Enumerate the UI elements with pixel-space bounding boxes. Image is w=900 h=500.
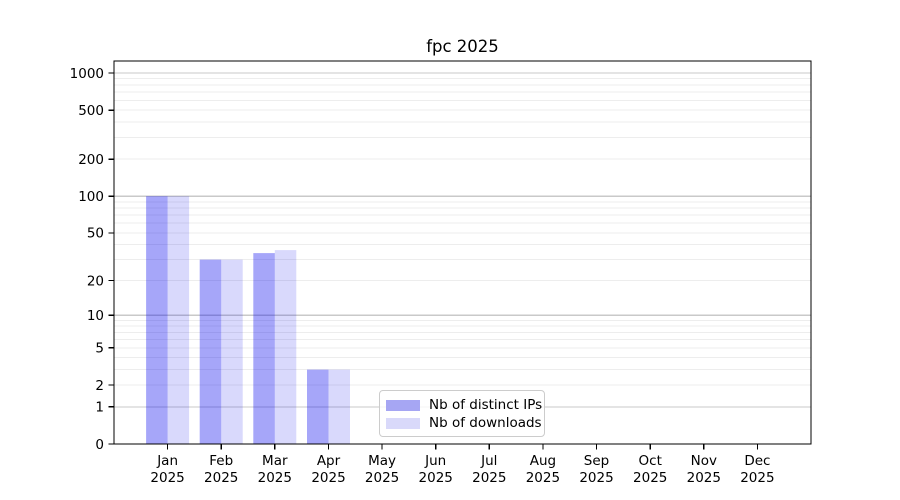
y-tick-label-1: 1 — [95, 400, 104, 416]
x-tick-label-jul: Jul — [480, 453, 497, 469]
y-tick-label-5: 5 — [95, 341, 104, 357]
x-tick-label-aug: Aug — [530, 453, 556, 469]
x-tick-label-jul-year: 2025 — [472, 470, 506, 486]
x-tick-label-sep: Sep — [584, 453, 609, 469]
bar-mar-series1 — [274, 250, 297, 444]
x-tick-label-aug-year: 2025 — [526, 470, 560, 486]
x-tick-label-jan: Jan — [156, 453, 178, 469]
x-tick-label-mar-year: 2025 — [258, 470, 292, 486]
x-tick-label-mar: Mar — [262, 453, 288, 469]
x-tick-label-may: May — [368, 453, 396, 469]
bar-jan-series1 — [167, 196, 190, 444]
x-tick-label-apr: Apr — [317, 453, 341, 469]
x-tick-label-may-year: 2025 — [365, 470, 399, 486]
bar-apr-series0 — [307, 369, 329, 444]
legend-item-distinct-ips: Nb of distinct IPs — [386, 397, 542, 413]
bar-apr-series1 — [328, 369, 350, 444]
legend-label-downloads: Nb of downloads — [429, 415, 542, 431]
x-tick-label-jun: Jun — [424, 453, 446, 469]
y-tick-label-20: 20 — [87, 273, 104, 289]
y-tick-label-0: 0 — [95, 437, 104, 453]
legend-label-distinct-ips: Nb of distinct IPs — [429, 397, 543, 413]
legend-item-downloads: Nb of downloads — [386, 415, 542, 431]
bar-jan-series0 — [146, 196, 168, 444]
y-tick-label-50: 50 — [87, 226, 104, 242]
x-tick-label-jun-year: 2025 — [419, 470, 453, 486]
x-tick-label-jan-year: 2025 — [150, 470, 184, 486]
y-tick-label-2: 2 — [95, 378, 104, 394]
chart-title: fpc 2025 — [426, 37, 499, 56]
x-tick-label-dec-year: 2025 — [740, 470, 774, 486]
y-tick-label-500: 500 — [78, 103, 104, 119]
x-tick-label-nov-year: 2025 — [687, 470, 721, 486]
x-tick-label-dec: Dec — [744, 453, 770, 469]
bar-feb-series1 — [221, 259, 243, 444]
y-tick-label-100: 100 — [78, 189, 104, 205]
plot-frame — [113, 60, 812, 445]
legend-swatch-distinct-ips — [386, 399, 420, 411]
x-tick-label-oct: Oct — [639, 453, 662, 469]
y-tick-label-10: 10 — [87, 308, 104, 324]
y-tick-label-200: 200 — [78, 152, 104, 168]
bar-feb-series0 — [199, 259, 222, 444]
x-tick-label-sep-year: 2025 — [579, 470, 613, 486]
x-tick-label-feb: Feb — [209, 453, 233, 469]
x-tick-label-nov: Nov — [691, 453, 717, 469]
legend-swatch-downloads — [386, 417, 420, 429]
y-tick-label-1000: 1000 — [70, 66, 104, 82]
x-tick-label-oct-year: 2025 — [633, 470, 667, 486]
x-tick-label-apr-year: 2025 — [311, 470, 345, 486]
x-tick-label-feb-year: 2025 — [204, 470, 238, 486]
legend: Nb of distinct IPs Nb of downloads — [379, 390, 545, 437]
bar-mar-series0 — [253, 253, 275, 444]
